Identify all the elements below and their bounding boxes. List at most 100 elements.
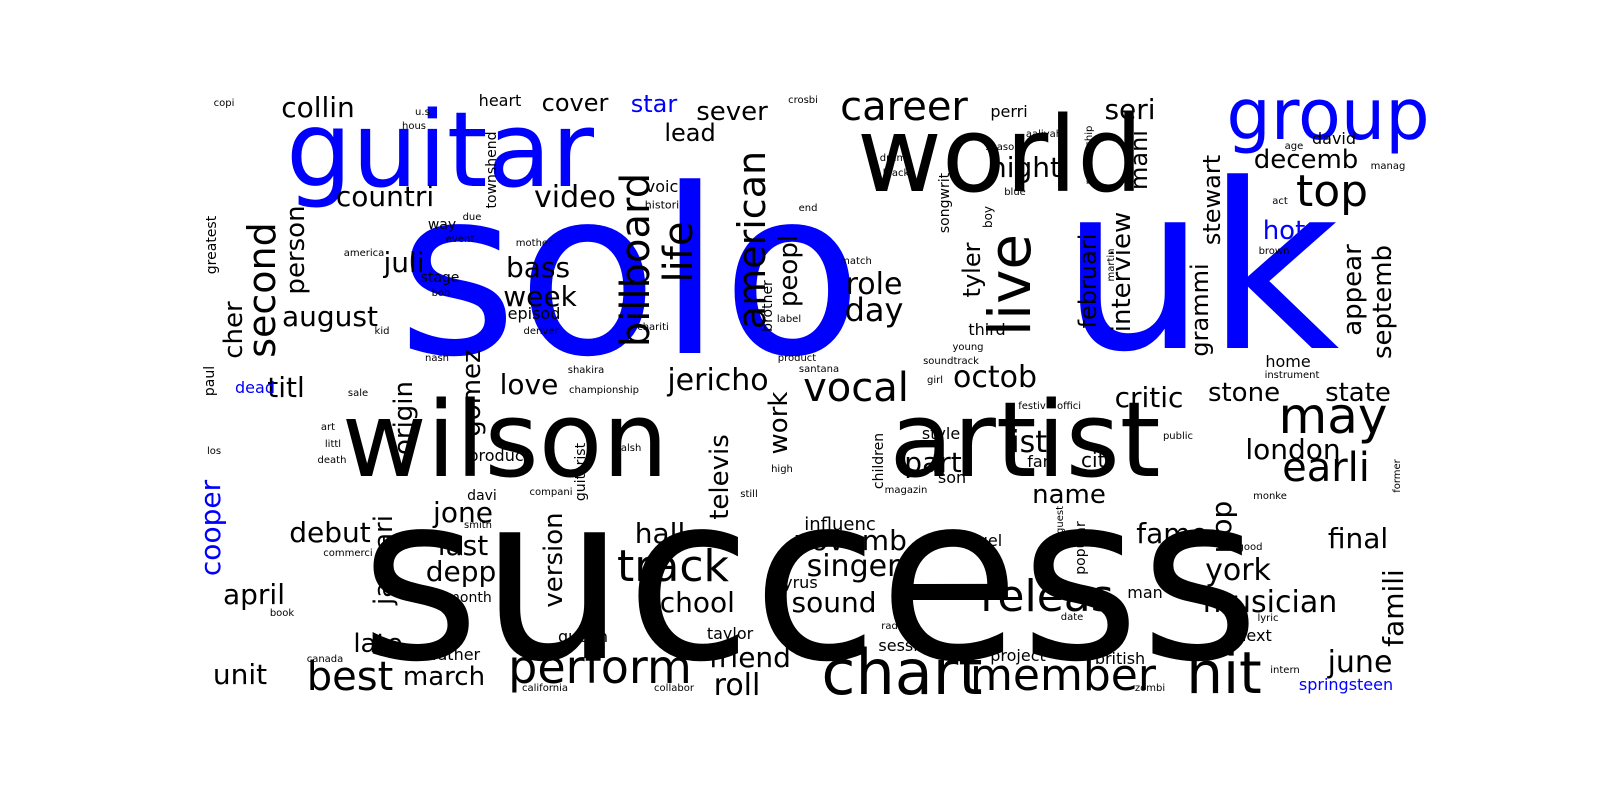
word-uk: uk	[1060, 136, 1340, 403]
word-part: part	[904, 446, 962, 479]
word-peopl: peopl	[774, 234, 804, 308]
word-januari: januari	[369, 515, 399, 605]
word-titl: titl	[267, 371, 305, 404]
word-februari: februari	[1074, 233, 1102, 329]
word-brother: brother	[760, 280, 776, 332]
word-bob: bob	[431, 288, 451, 299]
word-month: month	[446, 590, 492, 606]
word-age: age	[1284, 141, 1304, 152]
word-crosbi: crosbi	[788, 95, 818, 106]
word-guitarist: guitarist	[573, 442, 589, 502]
word-lyric: lyric	[1257, 613, 1279, 624]
word-late: late	[353, 629, 403, 659]
word-date: date	[1060, 612, 1084, 623]
word-video: video	[534, 180, 616, 215]
word-depp: depp	[425, 555, 497, 588]
word-walsh: walsh	[612, 443, 642, 454]
word-jericho: jericho	[667, 363, 769, 398]
word-man: man	[1127, 583, 1163, 602]
word-school: school	[645, 586, 735, 619]
word-list: list	[1002, 425, 1048, 460]
word-california: california	[521, 683, 569, 694]
word-artist: artist	[889, 379, 1161, 501]
word-march: march	[402, 662, 486, 692]
word-instrument: instrument	[1264, 370, 1320, 381]
word-brown: brown	[1258, 246, 1290, 257]
word-june: june	[1327, 645, 1393, 680]
word-friend: friend	[709, 641, 791, 674]
word-dead: dead	[235, 378, 275, 397]
word-origin: origin	[389, 380, 419, 456]
word-father: father	[431, 645, 481, 664]
word-sale: sale	[347, 388, 369, 399]
word-final: final	[1327, 522, 1389, 555]
word-mother: mother	[515, 238, 553, 249]
word-produc: produc	[468, 446, 524, 465]
word-novemb: novemb	[793, 524, 907, 557]
word-day: day	[844, 291, 904, 329]
word-state: state	[1325, 378, 1391, 408]
word-taylor: taylor	[706, 624, 754, 643]
word-roll: roll	[713, 668, 761, 703]
word-bass: bass	[505, 251, 571, 284]
word-relationship: relationship	[1084, 125, 1095, 185]
word-love: love	[499, 368, 559, 401]
word-tyler: tyler	[958, 242, 986, 298]
word-radio: radio	[881, 621, 907, 632]
word-stewart: stewart	[1198, 154, 1226, 246]
word-countri: countri	[335, 180, 435, 213]
word-last: last	[437, 529, 489, 562]
word-famili: famili	[1377, 569, 1410, 647]
word-guest: guest	[1055, 506, 1066, 534]
word-solo: solo	[397, 141, 863, 408]
word-boy: boy	[981, 205, 995, 229]
word-black: black	[882, 168, 910, 179]
word-act: act	[1272, 196, 1288, 207]
word-voic: voic	[645, 177, 679, 196]
word-musician: musician	[1202, 585, 1338, 620]
word-season: season	[985, 142, 1021, 153]
word-appear: appear	[1338, 244, 1368, 336]
word-queen: queen	[557, 627, 609, 646]
word-decemb: decemb	[1253, 145, 1359, 175]
word-songwrit: songwrit	[937, 172, 953, 234]
word-style: style	[921, 424, 961, 443]
word-match: match	[840, 256, 872, 267]
word-version: version	[539, 512, 569, 608]
word-fame: fame	[1136, 517, 1208, 550]
word-group: group	[1226, 74, 1430, 156]
word-soundtrack: soundtrack	[923, 356, 979, 367]
word-nash: nash	[424, 353, 450, 364]
word-collabor: collabor	[654, 683, 694, 694]
word-townshend: townshend	[484, 131, 500, 209]
word-wilson: wilson	[341, 379, 669, 501]
word-blue: blue	[1004, 187, 1026, 198]
word-compani: compani	[529, 487, 573, 498]
word-martin: martin	[1106, 248, 1117, 282]
word-collin: collin	[281, 91, 355, 124]
word-person: person	[281, 205, 311, 295]
word-octob: octob	[952, 360, 1038, 395]
word-gomez: gomez	[457, 349, 487, 437]
word-end: end	[798, 203, 818, 214]
word-drum: drum	[879, 153, 907, 164]
word-product: product	[777, 353, 817, 364]
word-home: home	[1265, 352, 1311, 371]
word-commerci: commerci	[323, 548, 373, 559]
word-angel: angel	[957, 531, 1003, 550]
word-good: good	[1237, 542, 1263, 553]
word-grammi: grammi	[1186, 263, 1214, 357]
word-cyrus: cyrus	[774, 573, 818, 592]
word-week: week	[503, 280, 577, 313]
word-unit: unit	[212, 658, 268, 691]
word-intern: intern	[1270, 665, 1300, 676]
word-world: world	[856, 94, 1144, 216]
word-work: work	[764, 391, 794, 455]
word-hous: hous	[401, 121, 427, 132]
word-septemb: septemb	[1368, 244, 1398, 360]
word-british: british	[1094, 649, 1146, 668]
word-paul: paul	[202, 365, 218, 397]
word-best: best	[306, 654, 394, 700]
word-histori: histori	[644, 198, 680, 212]
word-role: role	[845, 267, 903, 302]
